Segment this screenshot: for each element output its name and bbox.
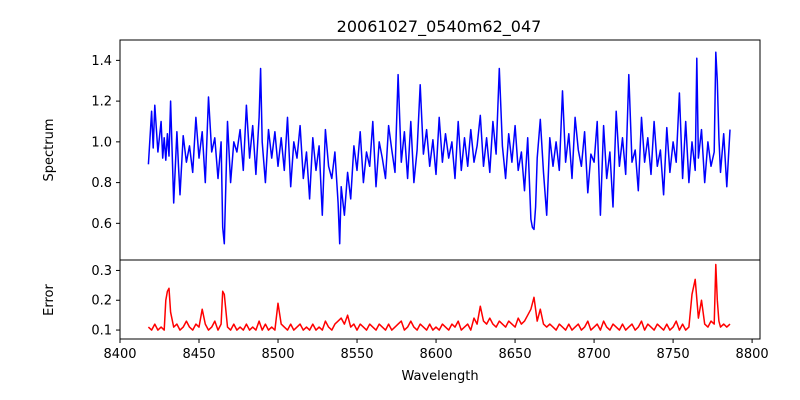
x-tick-label: 8650 [499, 347, 532, 362]
x-tick-label: 8400 [103, 347, 136, 362]
error-y-axis-label: Error [42, 284, 57, 316]
x-tick-label: 8450 [182, 347, 215, 362]
spectrum-y-tick-label: 1.0 [91, 135, 112, 150]
x-tick-label: 8600 [420, 347, 453, 362]
spectrum-y-axis-label: Spectrum [42, 119, 57, 182]
x-tick-label: 8750 [657, 347, 690, 362]
error-panel: 0.1 0.2 0.3 Error [42, 259, 761, 340]
x-axis-label: Wavelength [401, 369, 478, 384]
x-tick-label: 8500 [261, 347, 294, 362]
error-axes-frame [119, 259, 761, 340]
error-y-tick-label: 0.1 [91, 324, 112, 339]
chart-title: 20061027_0540m62_047 [337, 17, 542, 37]
spectrum-panel: 0.6 0.8 1.0 1.2 1.4 Spectrum [42, 39, 761, 261]
error-y-tick-label: 0.3 [91, 264, 112, 279]
x-tick-label: 8550 [340, 347, 373, 362]
spectrum-y-tick-label: 0.8 [91, 176, 112, 191]
x-tick-label: 8700 [578, 347, 611, 362]
spectrum-y-tick-label: 1.4 [91, 54, 112, 69]
x-tick-label: 8800 [736, 347, 769, 362]
spectrum-y-tick-label: 1.2 [91, 95, 112, 110]
error-series-line [147, 263, 731, 331]
spectrum-y-tick-label: 0.6 [91, 217, 112, 232]
error-y-tick-label: 0.2 [91, 294, 112, 309]
spectrum-series-line [147, 51, 731, 245]
x-axis-ticks: 8400 8450 8500 8550 8600 8650 8700 8750 8800 [103, 339, 769, 362]
